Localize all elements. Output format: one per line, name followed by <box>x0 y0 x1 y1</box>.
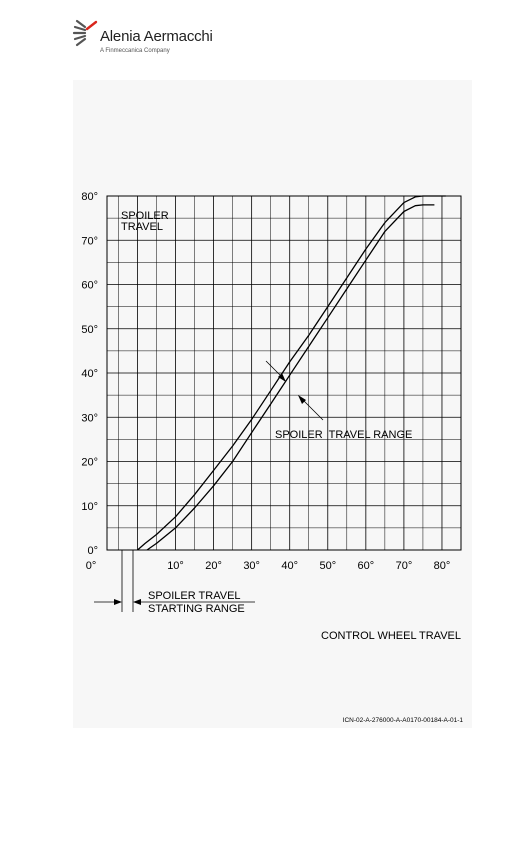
start-range-label-line2: STARTING RANGE <box>148 603 245 615</box>
y-tick-label: 60° <box>81 280 98 292</box>
x-tick-label: 0° <box>86 560 97 572</box>
x-axis-label: CONTROL WHEEL TRAVEL <box>321 630 461 642</box>
figure-id: ICN-02-A-276000-A-A0170-00184-A-01-1 <box>343 717 464 724</box>
y-tick-label: 40° <box>81 368 98 380</box>
x-tick-label: 20° <box>205 560 222 572</box>
upper-limit-curve <box>137 195 446 551</box>
grid <box>107 196 461 550</box>
y-tick-label: 50° <box>81 324 98 336</box>
starting-range-annotation: SPOILER TRAVEL STARTING RANGE <box>94 550 255 615</box>
y-tick-label: 30° <box>81 412 98 424</box>
y-tick-label: 70° <box>81 235 98 247</box>
y-tick-label: 20° <box>81 457 98 469</box>
x-tick-label: 70° <box>396 560 413 572</box>
x-tick-label: 60° <box>358 560 375 572</box>
x-tick-label: 50° <box>319 560 336 572</box>
lower-limit-curve <box>146 204 435 551</box>
y-axis-label-line1: SPOILER <box>121 210 169 222</box>
x-tick-label: 40° <box>281 560 298 572</box>
range-label: SPOILER TRAVEL RANGE <box>275 429 412 441</box>
x-tick-label: 80° <box>434 560 451 572</box>
x-tick-label: 30° <box>243 560 260 572</box>
range-leader-lower <box>300 397 324 421</box>
range-arrowhead-lower <box>298 395 306 404</box>
y-tick-label: 10° <box>81 501 98 513</box>
series-lines <box>137 195 446 551</box>
logo-mark-icon <box>72 19 98 47</box>
range-annotation: SPOILER TRAVEL RANGE <box>265 360 412 441</box>
y-tick-label: 0° <box>87 545 98 557</box>
y-axis-label-line2: TRAVEL <box>121 221 163 233</box>
logo-subtitle: A Finmeccanica Company <box>100 48 170 54</box>
y-tick-labels: 0° 10° 20° 30° 40° 50° 60° 70° 80° <box>81 191 98 557</box>
start-range-label-line1: SPOILER TRAVEL <box>148 590 241 602</box>
x-tick-labels: 0° 10° 20° 30° 40° 50° 60° 70° 80° <box>86 560 451 572</box>
start-range-arrow-right <box>133 599 141 605</box>
range-arrowhead-upper <box>278 373 286 382</box>
start-range-arrow-left <box>114 599 122 605</box>
company-logo: Alenia Aermacchi A Finmeccanica Company <box>72 16 222 60</box>
figure-panel <box>73 80 472 728</box>
logo-name: Alenia Aermacchi <box>100 28 213 45</box>
y-tick-label: 80° <box>81 191 98 203</box>
x-tick-label: 10° <box>167 560 184 572</box>
